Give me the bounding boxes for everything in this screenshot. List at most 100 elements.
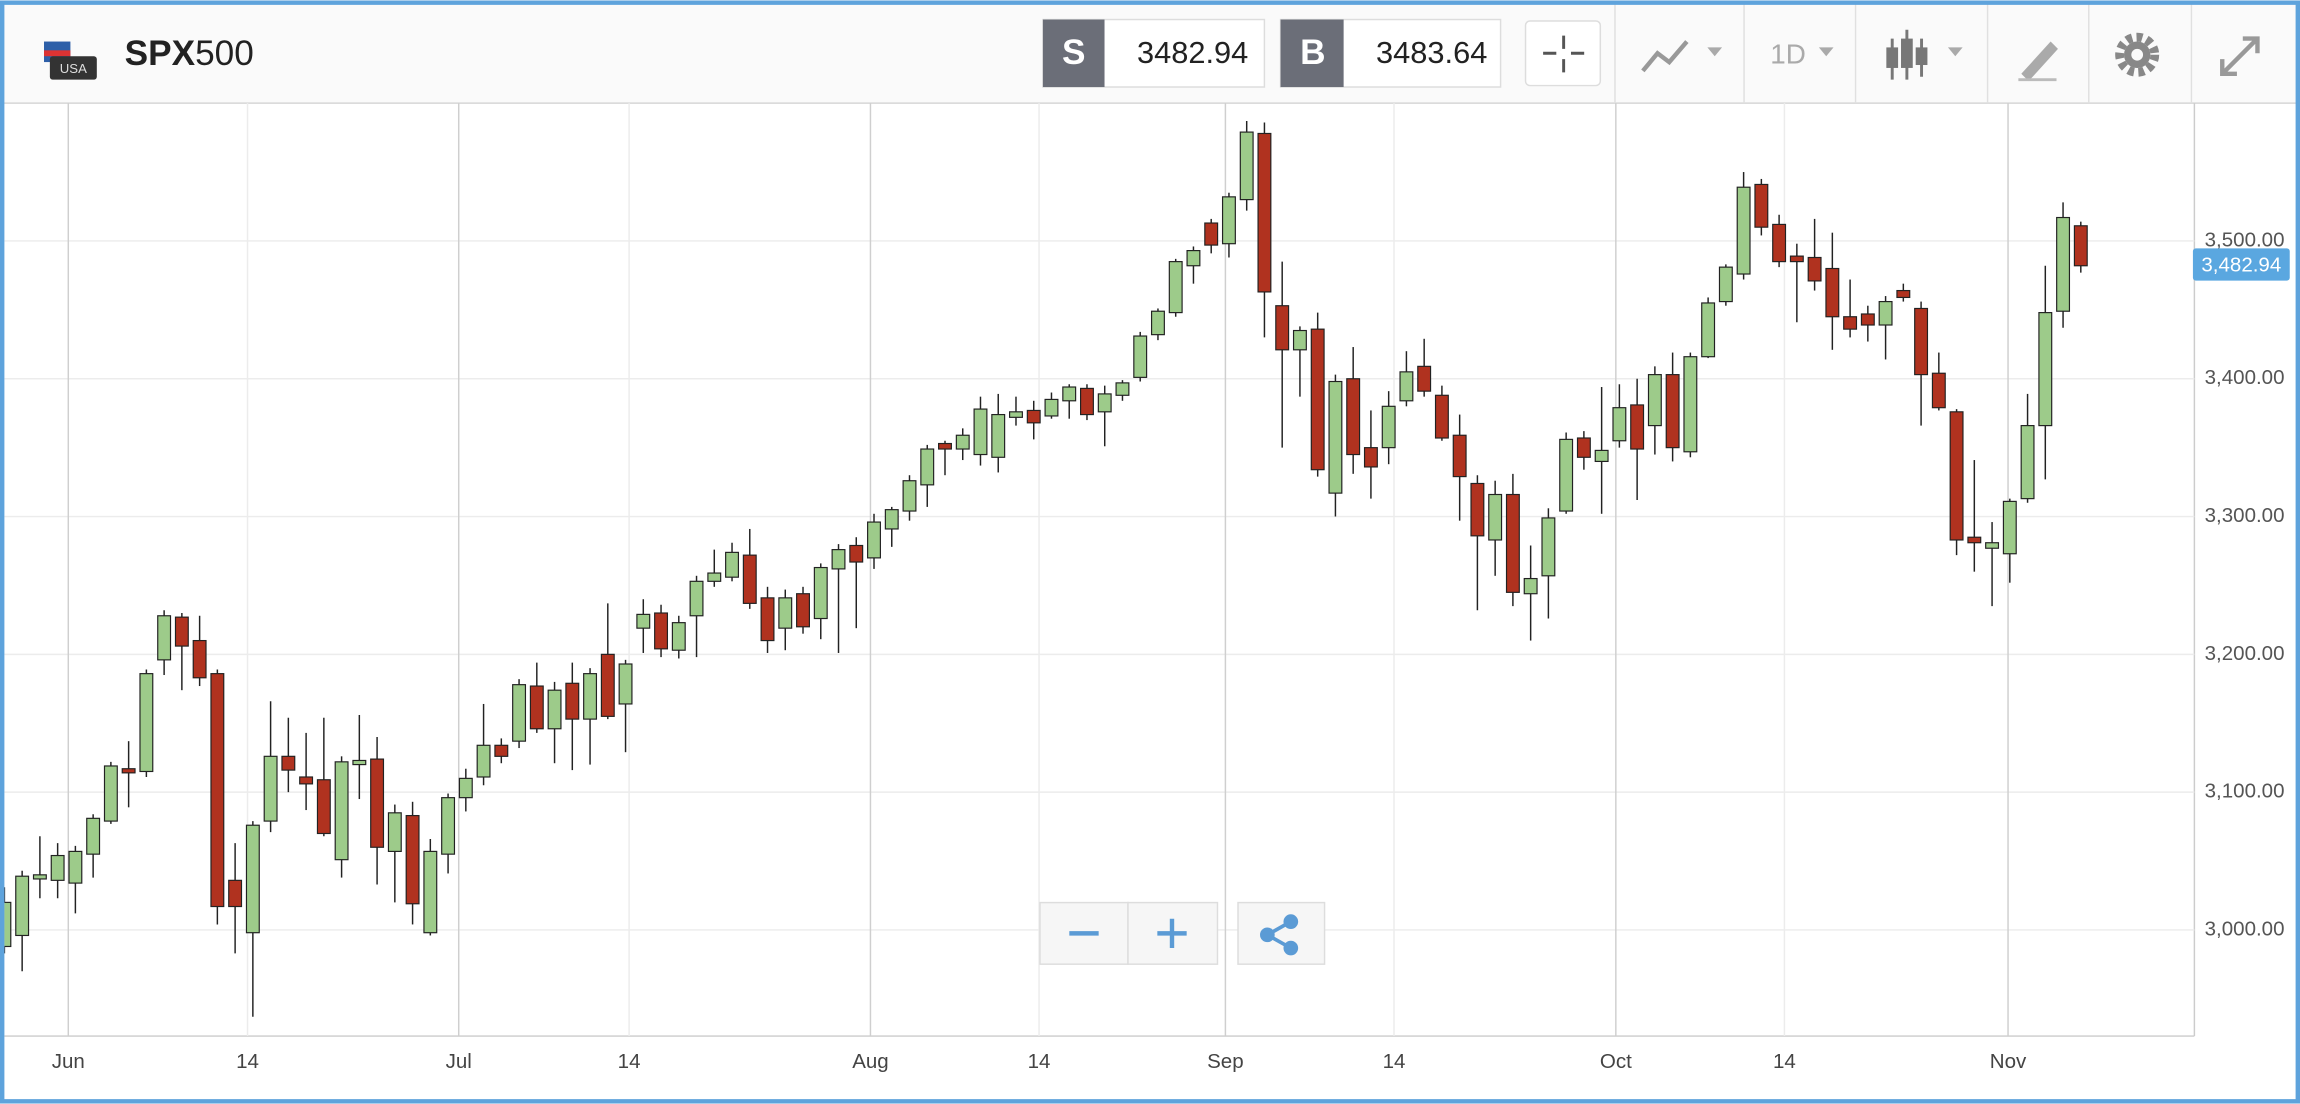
- candle-body: [2002, 500, 2017, 555]
- x-tick-label: 14: [1383, 1050, 1406, 1073]
- y-tick-label: 3,200.00: [2205, 642, 2285, 665]
- candle-body: [547, 689, 562, 730]
- candle-body: [1009, 411, 1023, 418]
- flag-label: USA: [60, 61, 87, 76]
- candle-body: [1843, 316, 1858, 330]
- zoom-out-button[interactable]: [1039, 901, 1129, 965]
- candle-body: [583, 673, 598, 720]
- symbol-main: SPX: [125, 35, 196, 74]
- grid: [4, 103, 2195, 1037]
- candle-body: [512, 684, 527, 742]
- candle-body: [1736, 186, 1751, 275]
- candle-body: [1346, 378, 1361, 456]
- candle-body: [1292, 329, 1307, 351]
- indicator-button[interactable]: [1641, 40, 1723, 73]
- candles: [4, 121, 2088, 1017]
- candle-body: [245, 824, 260, 934]
- last-price-tag: [2192, 248, 2290, 281]
- timeframe-button[interactable]: 1D: [1770, 39, 1834, 70]
- last-price-label: 3,482.94: [2201, 253, 2281, 276]
- candle-body: [1523, 577, 1538, 595]
- candle-body: [86, 817, 101, 855]
- x-tick-label: Nov: [1990, 1050, 2027, 1073]
- candle-body: [529, 685, 544, 730]
- candle-body: [725, 551, 740, 578]
- y-tick-label: 3,500.00: [2205, 228, 2285, 251]
- candle-body: [2056, 216, 2071, 312]
- timeframe: 1D: [1770, 39, 1806, 70]
- candle-body: [1718, 266, 1733, 303]
- candle-body: [281, 755, 296, 771]
- candle-body: [1470, 482, 1485, 537]
- candle-body: [1150, 310, 1165, 336]
- share-button[interactable]: [1237, 901, 1326, 965]
- candle-body: [1186, 250, 1201, 267]
- crosshair-button[interactable]: [1524, 20, 1602, 87]
- candle-body: [1896, 289, 1911, 299]
- candle-body: [1221, 196, 1236, 245]
- candle-body: [299, 776, 314, 785]
- candle-body: [1860, 313, 1875, 326]
- candle-body: [884, 509, 899, 530]
- candle-body: [441, 797, 456, 855]
- candle-body: [1239, 131, 1254, 201]
- candle-body: [849, 544, 864, 563]
- candle-body: [618, 663, 633, 705]
- candle-body: [263, 755, 278, 822]
- x-tick-label: 14: [236, 1050, 259, 1073]
- x-tick-label: Sep: [1207, 1050, 1244, 1073]
- draw-button[interactable]: [2018, 41, 2058, 82]
- candle-body: [192, 639, 207, 679]
- candle-body: [742, 554, 757, 604]
- candle-body: [157, 615, 172, 661]
- candle-body: [1647, 374, 1662, 427]
- candle-body: [2020, 425, 2035, 500]
- candle-body: [1967, 536, 1982, 544]
- buy-label: B: [1300, 33, 1325, 72]
- candle-body: [387, 812, 402, 852]
- x-tick-label: Aug: [852, 1050, 889, 1073]
- candle-body: [1381, 405, 1396, 449]
- x-tick-label: 14: [1773, 1050, 1796, 1073]
- candle-body: [1168, 261, 1183, 314]
- sell-button[interactable]: S 3482.94: [1042, 18, 1266, 88]
- candle-body: [1079, 387, 1094, 416]
- candle-body: [1949, 411, 1964, 541]
- candle-body: [955, 434, 970, 450]
- candle-body: [316, 779, 331, 835]
- chart-type-button[interactable]: [1886, 29, 1963, 80]
- candle-body: [139, 673, 154, 773]
- candle-body: [1434, 394, 1449, 439]
- candle-body: [50, 854, 65, 881]
- candle-body: [671, 622, 686, 651]
- y-tick-label: 3,300.00: [2205, 504, 2285, 527]
- candle-body: [1115, 382, 1130, 396]
- candle-body: [1399, 371, 1414, 402]
- candle-body: [760, 597, 775, 642]
- flag-icon: USA: [44, 41, 97, 80]
- candle-body: [689, 580, 704, 617]
- zoom-in-button[interactable]: [1127, 901, 1219, 965]
- candle-body: [1594, 449, 1609, 463]
- candle-body: [1541, 517, 1556, 577]
- candle-body: [1807, 256, 1822, 282]
- candle-body: [1328, 380, 1343, 494]
- candle-body: [1914, 307, 1929, 376]
- candle-body: [1204, 222, 1219, 246]
- buy-button[interactable]: B 3483.64: [1279, 18, 1502, 88]
- y-tick-label: 3,000.00: [2205, 917, 2285, 940]
- settings-button[interactable]: [2115, 32, 2160, 77]
- symbol[interactable]: SPX500: [125, 35, 254, 74]
- candle-body: [1772, 223, 1787, 263]
- fullscreen-button[interactable]: [2220, 36, 2260, 77]
- candle-body: [1363, 447, 1378, 468]
- candle-body: [1310, 328, 1325, 471]
- candle-body: [654, 612, 669, 650]
- candle-body: [636, 613, 651, 629]
- candle-body: [600, 653, 615, 717]
- candle-body: [1630, 404, 1645, 450]
- y-tick-label: 3,400.00: [2205, 366, 2285, 389]
- candle-body: [228, 879, 243, 908]
